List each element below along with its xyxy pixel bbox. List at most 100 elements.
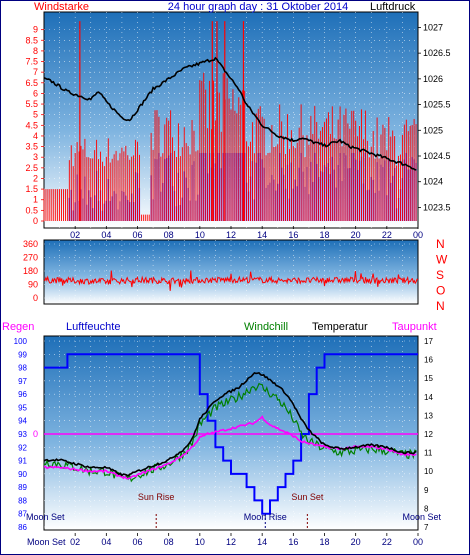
x-tick-label: 20 (351, 230, 361, 240)
panel-wind-pressure-x-ticks: 02 04 06 08 10 12 14 16 18 20 22 00 (70, 226, 423, 240)
humidity-axis-ticks: 86 87 88 89 90 91 92 93 94 95 96 97 98 99 100 (14, 337, 28, 532)
x-tick-label: 22 (382, 230, 392, 240)
x-tick-label: 12 (226, 537, 236, 547)
wind-tick-label: 0.5 (25, 205, 38, 215)
x-tick-label: 14 (257, 230, 267, 240)
panel-wind-direction-bg (43, 239, 419, 305)
x-tick-label: 04 (101, 230, 111, 240)
humidity-tick-label: 95 (18, 403, 27, 412)
humidity-line (44, 353, 418, 515)
compass-letter: W (436, 253, 448, 267)
wind-tick-label: 6 (33, 88, 38, 98)
pressure-tick-label: 1026.5 (423, 48, 451, 58)
wind-axis-title: Windstarke (34, 1, 89, 13)
wind-speed-bars (43, 21, 417, 221)
humidity-tick-label: 96 (18, 390, 27, 399)
pressure-tick-label: 1023.5 (423, 202, 451, 212)
humidity-tick-label: 89 (18, 483, 27, 492)
panel-humidity-temperature-x-ticks: 02 04 06 08 10 12 14 16 18 20 22 00 (70, 533, 423, 547)
direction-tick-label: 0 (33, 293, 38, 303)
x-tick-label: 06 (132, 230, 142, 240)
compass-letter: S (436, 268, 444, 282)
humidity-tick-label: 100 (14, 337, 28, 346)
wind-tick-label: 7 (33, 67, 38, 77)
x-tick-label: 06 (132, 537, 142, 547)
x-tick-label: 18 (319, 537, 329, 547)
windchill-line (43, 382, 417, 483)
chart-title: 24 hour graph day : 31 Oktober 2014 (168, 1, 348, 13)
wind-tick-label: 4 (33, 131, 38, 141)
temperature-tick-label: 11 (424, 449, 433, 458)
direction-tick-label: 90 (28, 280, 38, 290)
compass-letter: O (436, 284, 445, 298)
sun-moon-events: Moon Set Sun Rise Moon Rise Sun Set Moon Set (26, 492, 441, 530)
humidity-tick-label: 87 (18, 510, 27, 519)
x-tick-label: 12 (226, 230, 236, 240)
humidity-tick-label: 90 (18, 470, 27, 479)
wind-tick-label: 8.5 (25, 35, 38, 45)
pressure-tick-label: 1024.5 (423, 151, 451, 161)
wind-tick-label: 7.5 (25, 57, 38, 67)
x-tick-label: 08 (164, 537, 174, 547)
x-tick-label: 10 (195, 230, 205, 240)
wind-tick-label: 5 (33, 110, 38, 120)
temperature-tick-label: 8 (424, 504, 429, 513)
direction-tick-label: 360 (23, 239, 38, 249)
event-label: Moon Set (26, 512, 65, 522)
wind-tick-label: 9 (33, 25, 38, 35)
humidity-tick-label: 91 (18, 457, 27, 466)
wind-tick-label: 1 (33, 195, 38, 205)
x-tick-label: 20 (351, 537, 361, 547)
event-label: Sun Rise (138, 492, 175, 502)
direction-tick-label: 180 (23, 266, 38, 276)
wind-tick-label: 0 (33, 216, 38, 226)
temperature-label: Temperatur (312, 321, 368, 333)
x-tick-label: 22 (382, 537, 392, 547)
pressure-tick-label: 1026 (423, 74, 443, 84)
temperature-tick-label: 17 (424, 337, 433, 346)
temperature-axis-ticks: 7 8 9 10 11 12 13 14 15 16 17 (424, 337, 433, 532)
x-tick-label: 02 (70, 537, 80, 547)
pressure-tick-label: 1025 (423, 125, 443, 135)
pressure-axis-title: Luftdruck (370, 1, 416, 13)
temperature-tick-label: 9 (424, 486, 429, 495)
temperature-line (43, 371, 417, 477)
humidity-tick-label: 93 (18, 430, 27, 439)
temperature-tick-label: 16 (424, 356, 433, 365)
humidity-tick-label: 99 (18, 350, 27, 359)
humidity-tick-label: 94 (18, 417, 27, 426)
wind-direction-axis-ticks: 0 90 180 270 360 (23, 239, 38, 303)
pressure-line (43, 56, 417, 171)
humidity-tick-label: 97 (18, 377, 27, 386)
wind-tick-label: 8 (33, 46, 38, 56)
windchill-label: Windchill (244, 321, 288, 333)
wind-tick-label: 5.5 (25, 99, 38, 109)
wind-direction-line (43, 270, 419, 291)
pressure-tick-label: 1027 (423, 22, 443, 32)
temperature-tick-label: 7 (424, 523, 429, 532)
x-tick-label: 18 (319, 230, 329, 240)
temperature-tick-label: 15 (424, 374, 433, 383)
event-label: Moon Set (402, 512, 441, 522)
x-tick-label: 00 (413, 230, 423, 240)
x-tick-label: 08 (164, 230, 174, 240)
wind-tick-label: 2.5 (25, 163, 38, 173)
x-tick-label: 16 (288, 230, 298, 240)
humidity-label: Luftfeuchte (66, 321, 120, 333)
pressure-tick-label: 1024 (423, 177, 443, 187)
x-tick-label: 14 (257, 537, 267, 547)
event-label: Sun Set (291, 492, 324, 502)
temperature-tick-label: 10 (424, 467, 433, 476)
x-tick-label: 16 (288, 537, 298, 547)
temperature-tick-label: 13 (424, 411, 433, 420)
temperature-tick-label: 12 (424, 430, 433, 439)
temperature-tick-label: 14 (424, 393, 433, 402)
compass-letter: N (436, 299, 445, 313)
dewpoint-line (43, 415, 417, 480)
pressure-axis-ticks: 1023.5 1024 1024.5 1025 1025.5 1026 1026.5 1027 (418, 22, 451, 212)
humidity-tick-label: 86 (18, 523, 27, 532)
event-label: Moon Rise (244, 512, 287, 522)
wind-tick-label: 3.5 (25, 142, 38, 152)
